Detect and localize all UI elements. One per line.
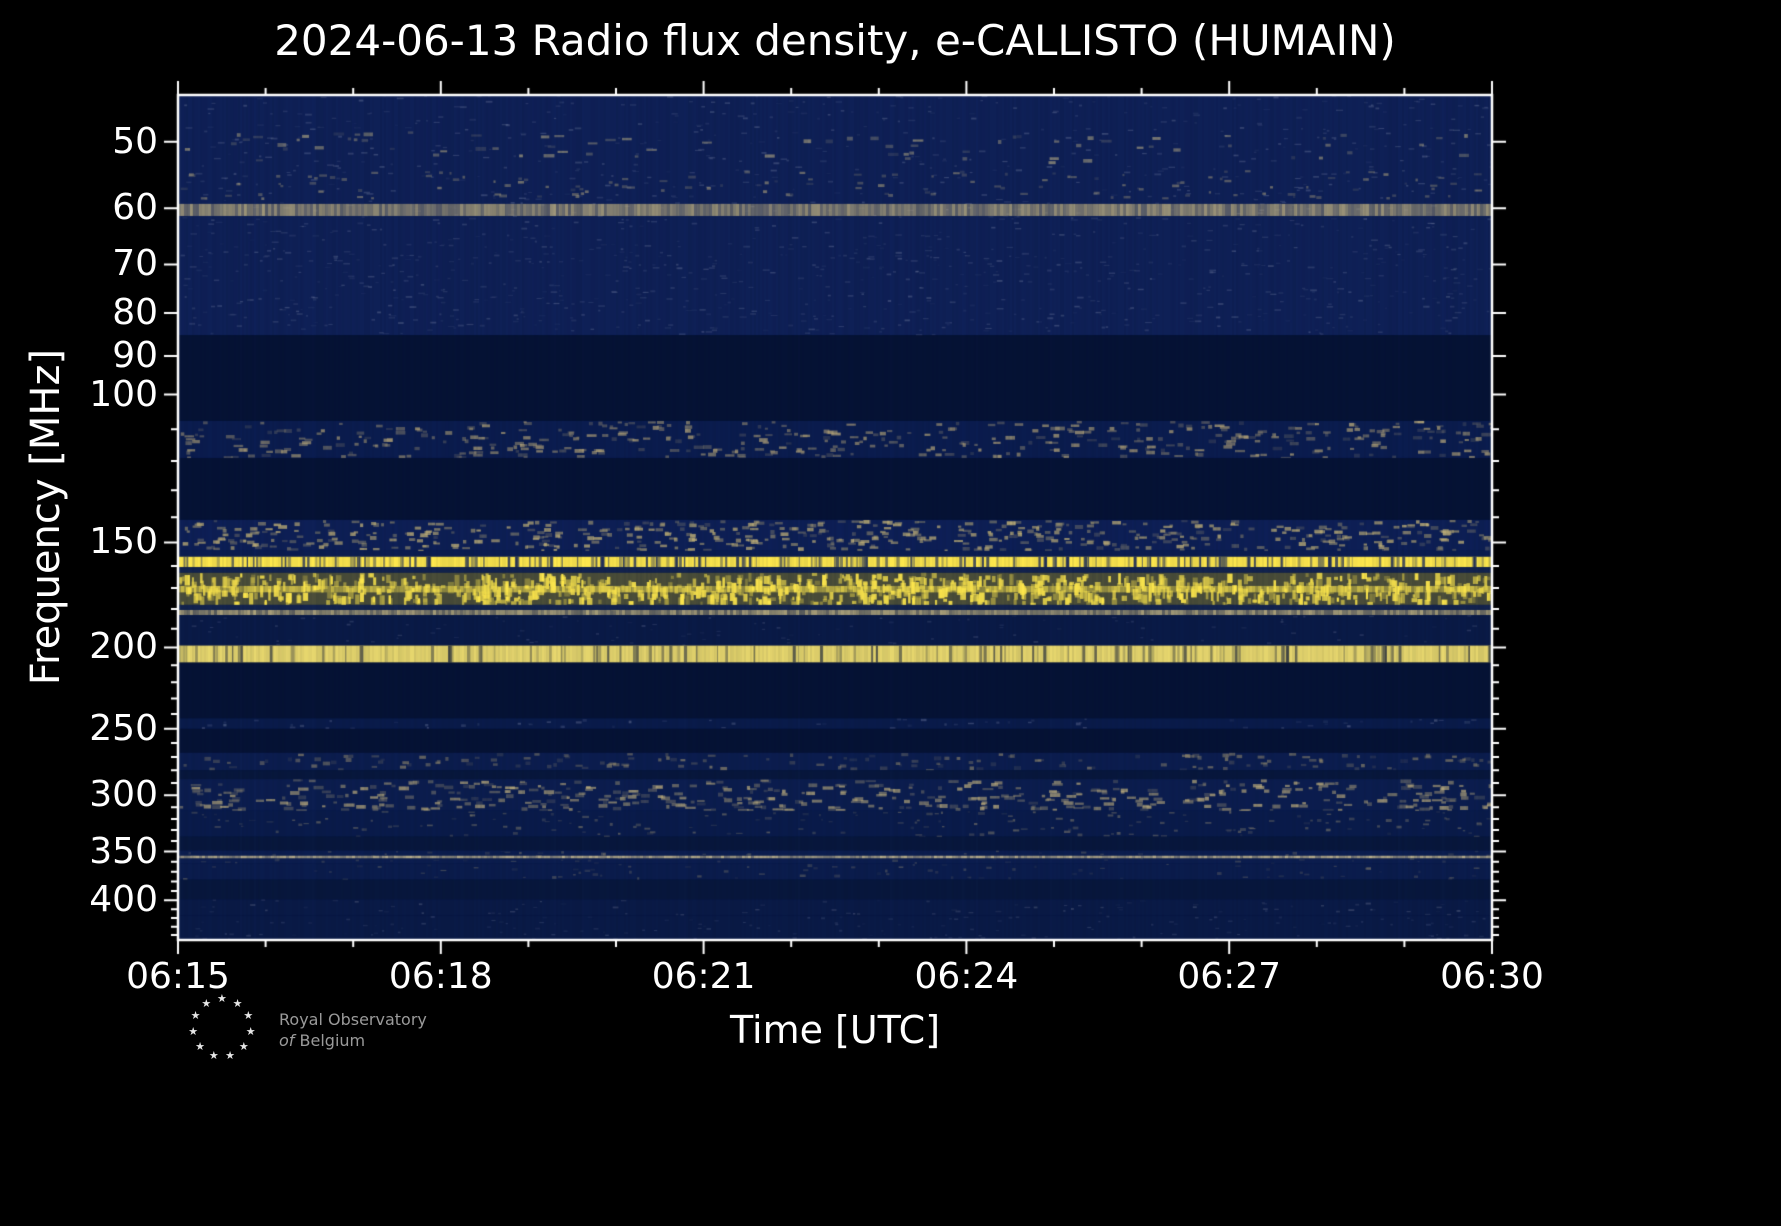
spectrogram-canvas <box>0 0 1781 1226</box>
spectrogram-page: { "title": "2024-06-13 Radio flux densit… <box>0 0 1781 1226</box>
